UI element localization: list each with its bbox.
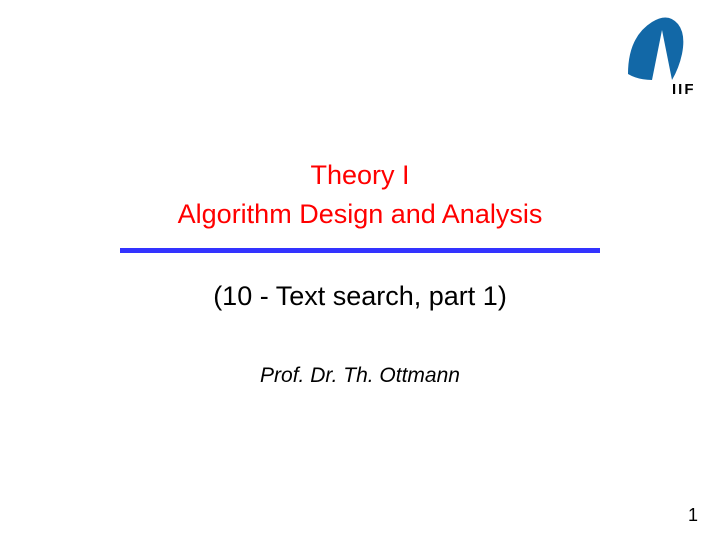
course-title: Theory I: [0, 160, 720, 191]
iif-logo: IIF: [620, 12, 702, 102]
course-subtitle: Algorithm Design and Analysis: [0, 199, 720, 230]
svg-text:IIF: IIF: [672, 81, 696, 98]
page-number: 1: [688, 505, 698, 526]
author-name: Prof. Dr. Th. Ottmann: [0, 364, 720, 388]
lecture-topic: (10 - Text search, part 1): [0, 281, 720, 312]
title-divider: [120, 248, 600, 253]
slide-content: Theory I Algorithm Design and Analysis (…: [0, 160, 720, 388]
